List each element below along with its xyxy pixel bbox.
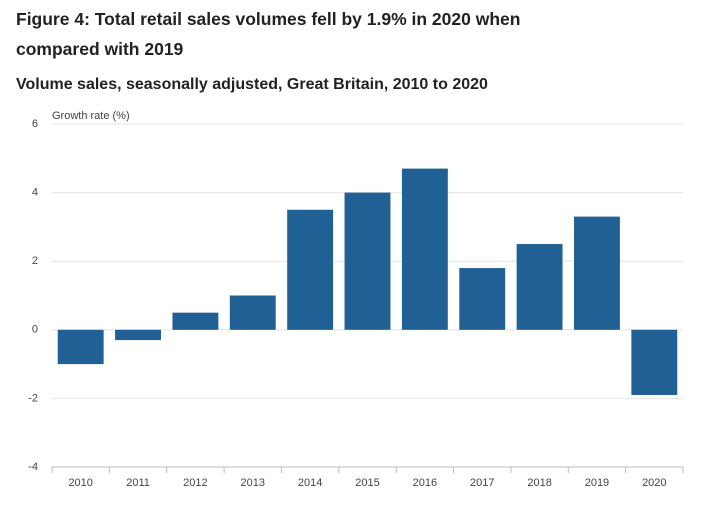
y-tick-label: -2: [28, 392, 38, 404]
y-tick-label: -4: [28, 461, 38, 473]
y-axis-label: Growth rate (%): [52, 110, 130, 122]
bar: [229, 295, 276, 330]
y-tick-label: 2: [32, 255, 38, 267]
x-tick-label: 2012: [183, 477, 207, 489]
x-tick-label: 2013: [241, 477, 265, 489]
bar: [344, 192, 391, 330]
chart-title: Figure 4: Total retail sales volumes fel…: [16, 9, 521, 59]
x-tick-label: 2020: [642, 477, 666, 489]
bar: [57, 329, 104, 365]
bar: [459, 268, 506, 330]
x-tick-label: 2010: [68, 477, 92, 489]
x-tick-label: 2011: [126, 477, 150, 489]
bar: [516, 244, 563, 330]
bar: [574, 216, 620, 330]
chart-subtitle: Volume sales, seasonally adjusted, Great…: [16, 76, 488, 93]
bar: [172, 312, 219, 330]
y-tick-label: 4: [32, 187, 38, 199]
x-tick-label: 2014: [298, 477, 322, 489]
bar: [115, 329, 161, 341]
x-tick-label: 2019: [585, 477, 609, 489]
bar: [401, 168, 448, 330]
bar: [287, 209, 334, 330]
bar: [631, 329, 678, 395]
y-tick-label: 6: [32, 118, 38, 130]
x-tick-label: 2017: [470, 477, 494, 489]
x-tick-label: 2016: [413, 477, 437, 489]
y-tick-label: 0: [32, 324, 38, 336]
x-tick-label: 2015: [355, 477, 379, 489]
x-tick-label: 2018: [527, 477, 551, 489]
